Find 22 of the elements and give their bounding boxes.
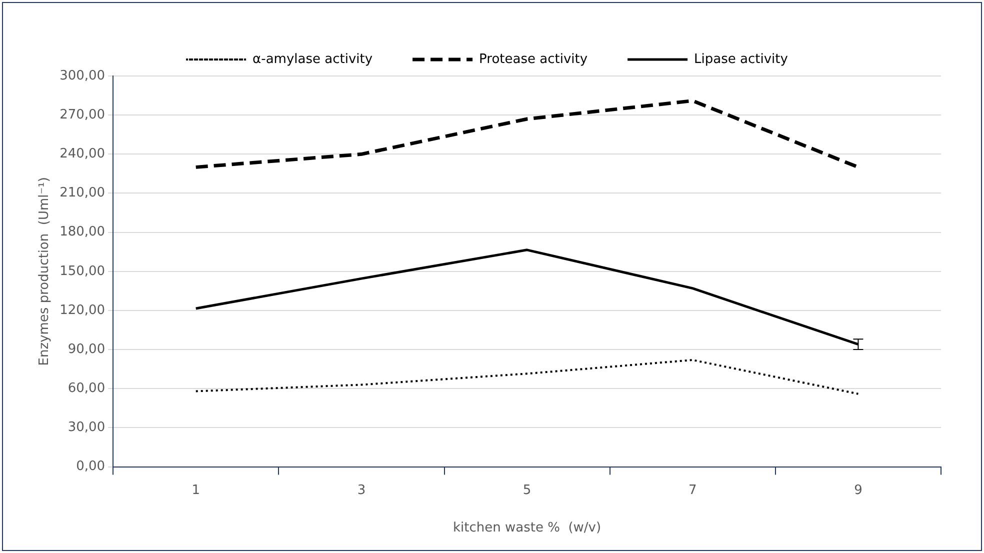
legend-label: Lipase activity — [694, 52, 788, 67]
legend-label: Protease activity — [479, 52, 588, 67]
y-tick-label: 270,00 — [60, 107, 106, 122]
y-tick-label: 300,00 — [60, 68, 106, 84]
legend-label: α-amylase activity — [252, 52, 373, 67]
x-tick-label: 3 — [357, 482, 366, 498]
x-axis-title: kitchen waste % (w/v) — [453, 520, 602, 536]
x-tick-label: 5 — [522, 482, 532, 498]
y-tick-label: 0,00 — [76, 459, 106, 474]
y-tick-label: 90,00 — [68, 342, 106, 357]
x-tick-label: 7 — [688, 482, 697, 498]
x-tick-label: 9 — [854, 482, 862, 498]
y-tick-label: 30,00 — [68, 420, 106, 436]
y-tick-label: 120,00 — [60, 302, 106, 318]
x-tick-label: 1 — [192, 482, 200, 498]
y-tick-label: 180,00 — [60, 224, 106, 240]
y-tick-label: 60,00 — [68, 381, 106, 396]
y-tick-label: 240,00 — [60, 146, 106, 162]
y-tick-label: 210,00 — [60, 186, 106, 201]
y-tick-label: 150,00 — [60, 264, 106, 279]
line-series — [194, 358, 860, 395]
y-axis-title: Enzymes production (Uml⁻¹) — [37, 177, 52, 366]
